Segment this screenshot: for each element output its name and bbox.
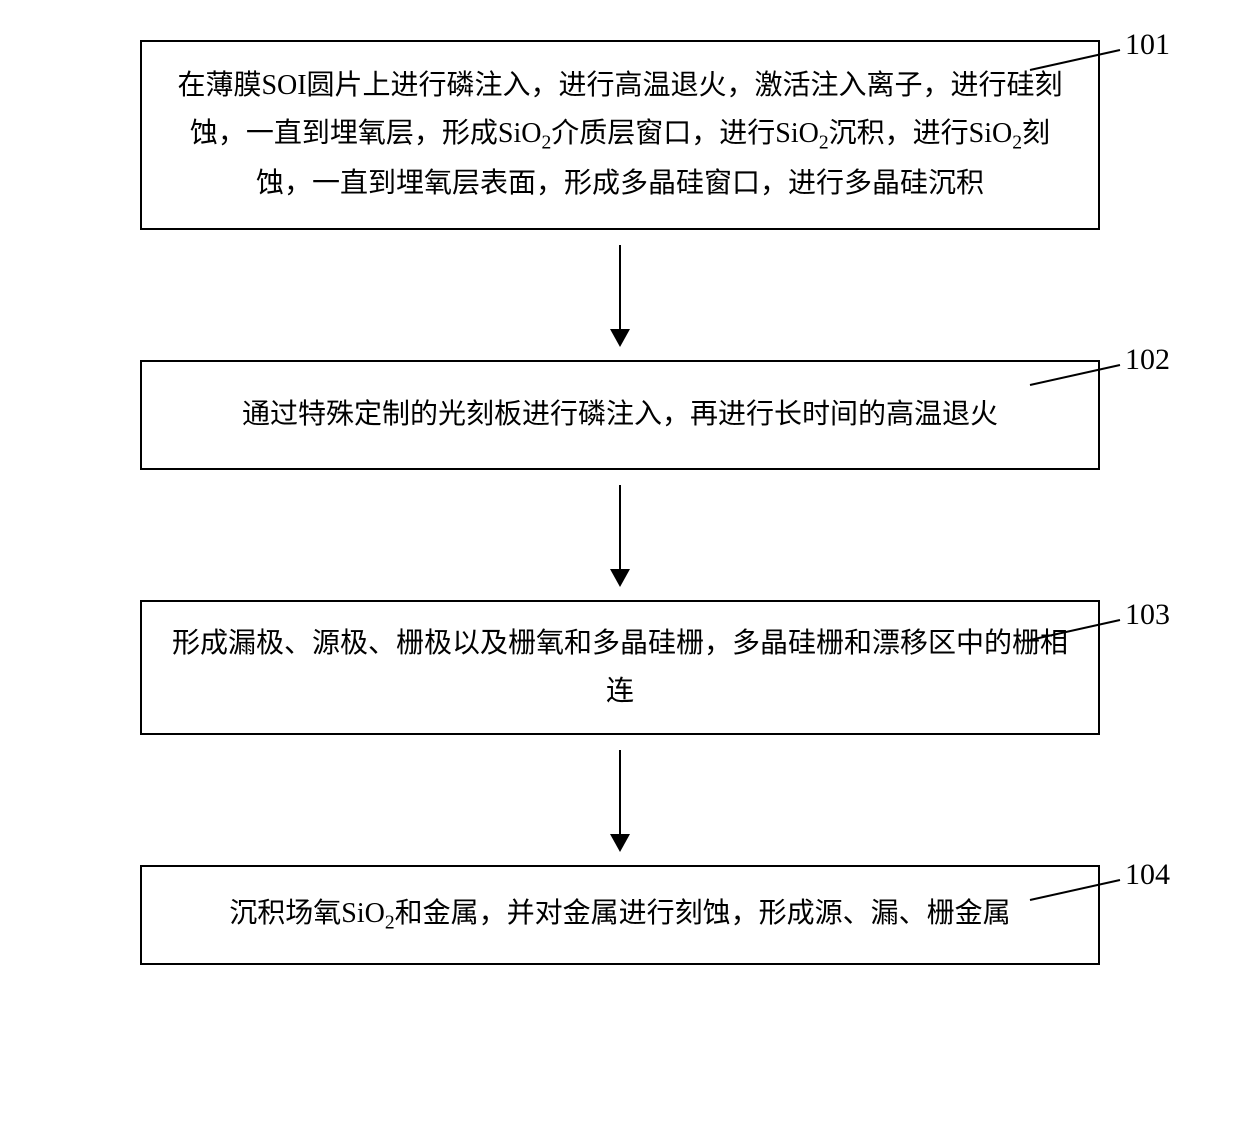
arrow-line [619, 485, 621, 585]
step-box-1: 在薄膜SOI圆片上进行磷注入，进行高温退火，激活注入离子，进行硅刻蚀，一直到埋氧… [140, 40, 1100, 230]
flowchart-container: 在薄膜SOI圆片上进行磷注入，进行高温退火，激活注入离子，进行硅刻蚀，一直到埋氧… [70, 40, 1170, 965]
arrow-line [619, 750, 621, 850]
arrow-1 [619, 230, 621, 360]
arrow-2 [619, 470, 621, 600]
arrow-head-icon [610, 569, 630, 587]
arrow-line [619, 245, 621, 345]
arrow-3 [619, 735, 621, 865]
step-text-1: 在薄膜SOI圆片上进行磷注入，进行高温退火，激活注入离子，进行硅刻蚀，一直到埋氧… [166, 62, 1074, 207]
step-label-3: 103 [1125, 598, 1170, 632]
arrow-head-icon [610, 329, 630, 347]
step-text-3: 形成漏极、源极、栅极以及栅氧和多晶硅栅，多晶硅栅和漂移区中的栅相连 [166, 620, 1074, 715]
step-text-2: 通过特殊定制的光刻板进行磷注入，再进行长时间的高温退火 [242, 391, 998, 439]
step-text-4: 沉积场氧SiO2和金属，并对金属进行刻蚀，形成源、漏、栅金属 [229, 890, 1010, 940]
step-label-1: 101 [1125, 28, 1170, 62]
arrow-head-icon [610, 834, 630, 852]
step-label-2: 102 [1125, 343, 1170, 377]
step-box-3: 形成漏极、源极、栅极以及栅氧和多晶硅栅，多晶硅栅和漂移区中的栅相连 [140, 600, 1100, 735]
step-box-2: 通过特殊定制的光刻板进行磷注入，再进行长时间的高温退火 [140, 360, 1100, 470]
step-box-4: 沉积场氧SiO2和金属，并对金属进行刻蚀，形成源、漏、栅金属 [140, 865, 1100, 965]
step-label-4: 104 [1125, 858, 1170, 892]
